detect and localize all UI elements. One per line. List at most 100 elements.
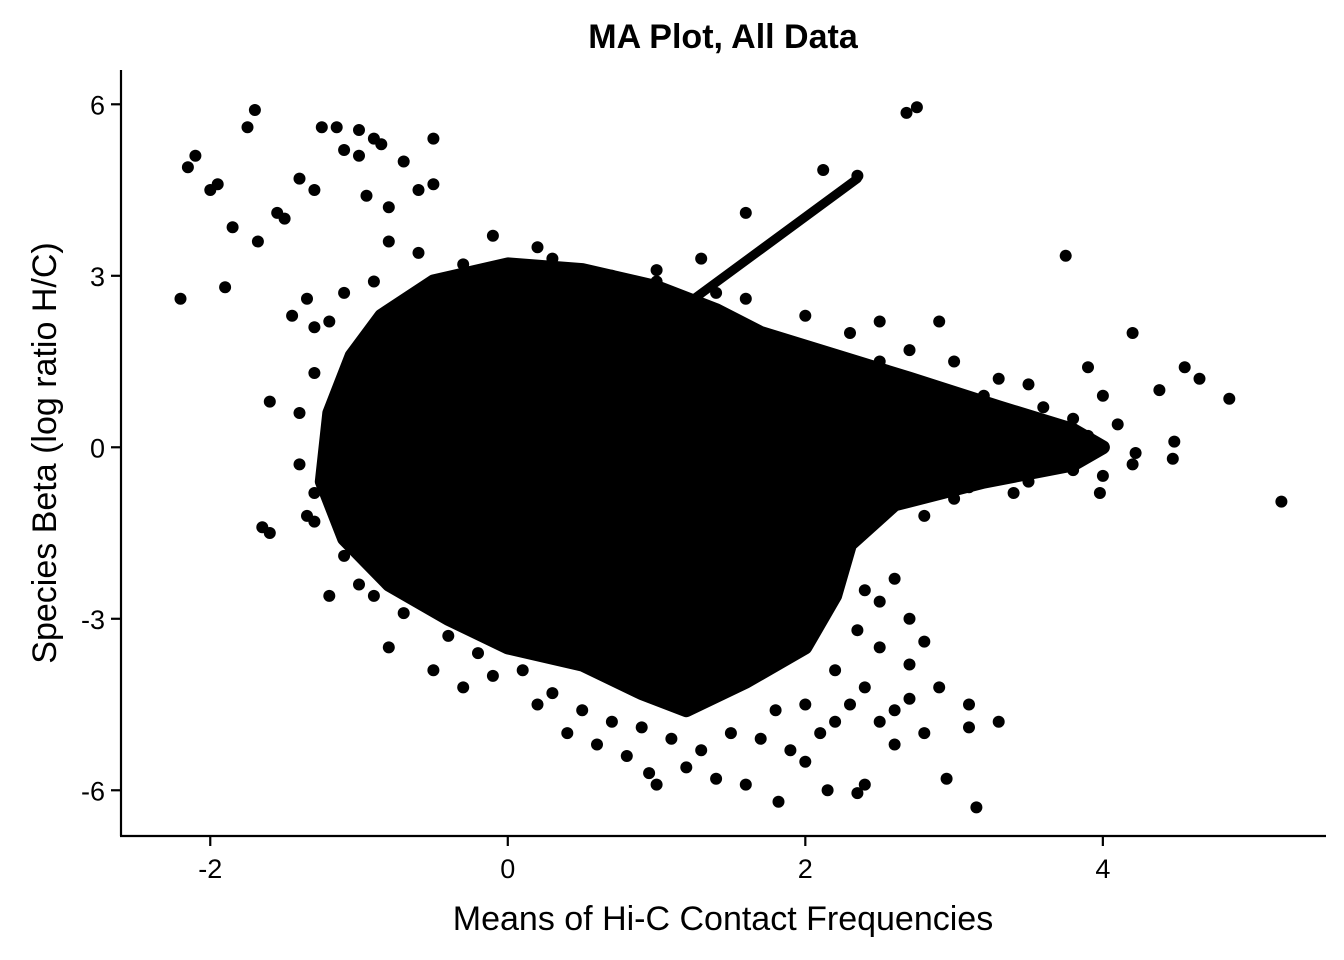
scatter-point bbox=[367, 275, 380, 288]
scatter-point bbox=[397, 607, 410, 620]
scatter-point bbox=[457, 258, 470, 271]
scatter-point bbox=[873, 355, 886, 368]
scatter-point bbox=[739, 778, 752, 791]
scatter-point bbox=[873, 315, 886, 328]
dense-point-cloud bbox=[314, 257, 1110, 718]
scatter-point bbox=[457, 681, 470, 694]
scatter-point bbox=[472, 647, 484, 660]
scatter-point bbox=[605, 269, 618, 282]
scatter-point bbox=[799, 309, 812, 322]
scatter-point bbox=[301, 292, 313, 305]
scatter-point bbox=[903, 658, 916, 671]
scatter-point bbox=[829, 715, 842, 728]
chart-title: MA Plot, All Data bbox=[588, 18, 859, 56]
scatter-point bbox=[591, 738, 603, 751]
scatter-point bbox=[900, 106, 913, 119]
scatter-point bbox=[918, 727, 931, 740]
scatter-point bbox=[427, 132, 440, 145]
scatter-point bbox=[650, 264, 663, 277]
scatter-point bbox=[568, 264, 581, 277]
scatter-point bbox=[1052, 447, 1065, 459]
scatter-point bbox=[219, 281, 232, 294]
scatter-point bbox=[174, 292, 187, 305]
scatter-point bbox=[486, 229, 499, 242]
scatter-point bbox=[858, 778, 871, 791]
y-tick-label: 3 bbox=[90, 262, 105, 292]
scatter-point bbox=[680, 761, 693, 774]
scatter-point bbox=[1193, 372, 1206, 385]
scatter-point bbox=[353, 124, 365, 136]
scatter-point bbox=[382, 235, 395, 248]
y-tick-label: 6 bbox=[90, 90, 105, 120]
scatter-point bbox=[338, 549, 351, 562]
scatter-point bbox=[561, 727, 574, 740]
y-axis-label: Species Beta (log ratio H/C) bbox=[26, 242, 64, 663]
scatter-point bbox=[710, 286, 723, 299]
scatter-point bbox=[427, 178, 440, 191]
scatter-point bbox=[873, 641, 886, 654]
scatter-point bbox=[531, 698, 544, 711]
scatter-point bbox=[829, 664, 842, 677]
scatter-point bbox=[910, 101, 923, 114]
scatter-point bbox=[970, 801, 983, 814]
scatter-point bbox=[375, 138, 388, 151]
scatter-point bbox=[851, 787, 864, 800]
scatter-point bbox=[516, 664, 529, 677]
scatter-point bbox=[427, 664, 440, 677]
scatter-point bbox=[1093, 487, 1106, 499]
scatter-point bbox=[293, 458, 306, 471]
scatter-point bbox=[293, 407, 306, 419]
data-layer bbox=[174, 101, 1288, 814]
scatter-point bbox=[963, 721, 975, 734]
scatter-point bbox=[933, 681, 946, 694]
scatter-point bbox=[1037, 424, 1050, 437]
scatter-point bbox=[635, 721, 648, 734]
scatter-point bbox=[330, 121, 343, 134]
y-tick-label: -6 bbox=[81, 776, 105, 806]
scatter-point bbox=[858, 584, 871, 597]
scatter-point bbox=[665, 732, 678, 745]
scatter-point bbox=[353, 578, 365, 591]
scatter-point bbox=[286, 309, 299, 322]
scatter-point bbox=[873, 595, 886, 608]
scatter-point bbox=[918, 635, 931, 648]
scatter-point bbox=[873, 715, 886, 728]
scatter-point bbox=[360, 189, 373, 202]
scatter-point bbox=[1178, 361, 1191, 374]
scatter-point bbox=[695, 252, 708, 265]
scatter-point bbox=[918, 509, 931, 522]
scatter-point bbox=[814, 727, 827, 740]
scatter-point bbox=[486, 669, 499, 682]
scatter-point bbox=[903, 612, 916, 625]
scatter-point bbox=[858, 681, 871, 694]
x-tick-label: -2 bbox=[198, 854, 222, 884]
scatter-point bbox=[248, 104, 261, 116]
scatter-point bbox=[650, 778, 663, 791]
scatter-point bbox=[382, 641, 395, 654]
scatter-point bbox=[315, 121, 328, 134]
scatter-point bbox=[851, 624, 864, 637]
scatter-point bbox=[1059, 249, 1072, 262]
x-tick-label: 2 bbox=[798, 854, 813, 884]
scatter-point bbox=[308, 367, 321, 379]
scatter-point bbox=[1007, 487, 1020, 499]
scatter-point bbox=[338, 286, 351, 299]
scatter-point bbox=[1111, 418, 1124, 431]
scatter-point bbox=[948, 355, 961, 368]
scatter-point bbox=[940, 772, 953, 785]
scatter-point bbox=[1082, 361, 1094, 374]
scatter-point bbox=[710, 772, 723, 785]
scatter-point bbox=[903, 344, 916, 357]
scatter-point bbox=[1067, 464, 1080, 477]
scatter-point bbox=[293, 172, 306, 185]
scatter-point bbox=[739, 206, 752, 219]
scatter-point bbox=[1096, 389, 1109, 402]
scatter-point bbox=[397, 155, 410, 168]
scatter-point bbox=[546, 687, 559, 700]
scatter-point bbox=[799, 698, 812, 711]
scatter-point bbox=[817, 164, 830, 176]
scatter-point bbox=[650, 275, 663, 288]
scatter-point bbox=[844, 698, 856, 711]
scatter-point bbox=[695, 744, 708, 757]
